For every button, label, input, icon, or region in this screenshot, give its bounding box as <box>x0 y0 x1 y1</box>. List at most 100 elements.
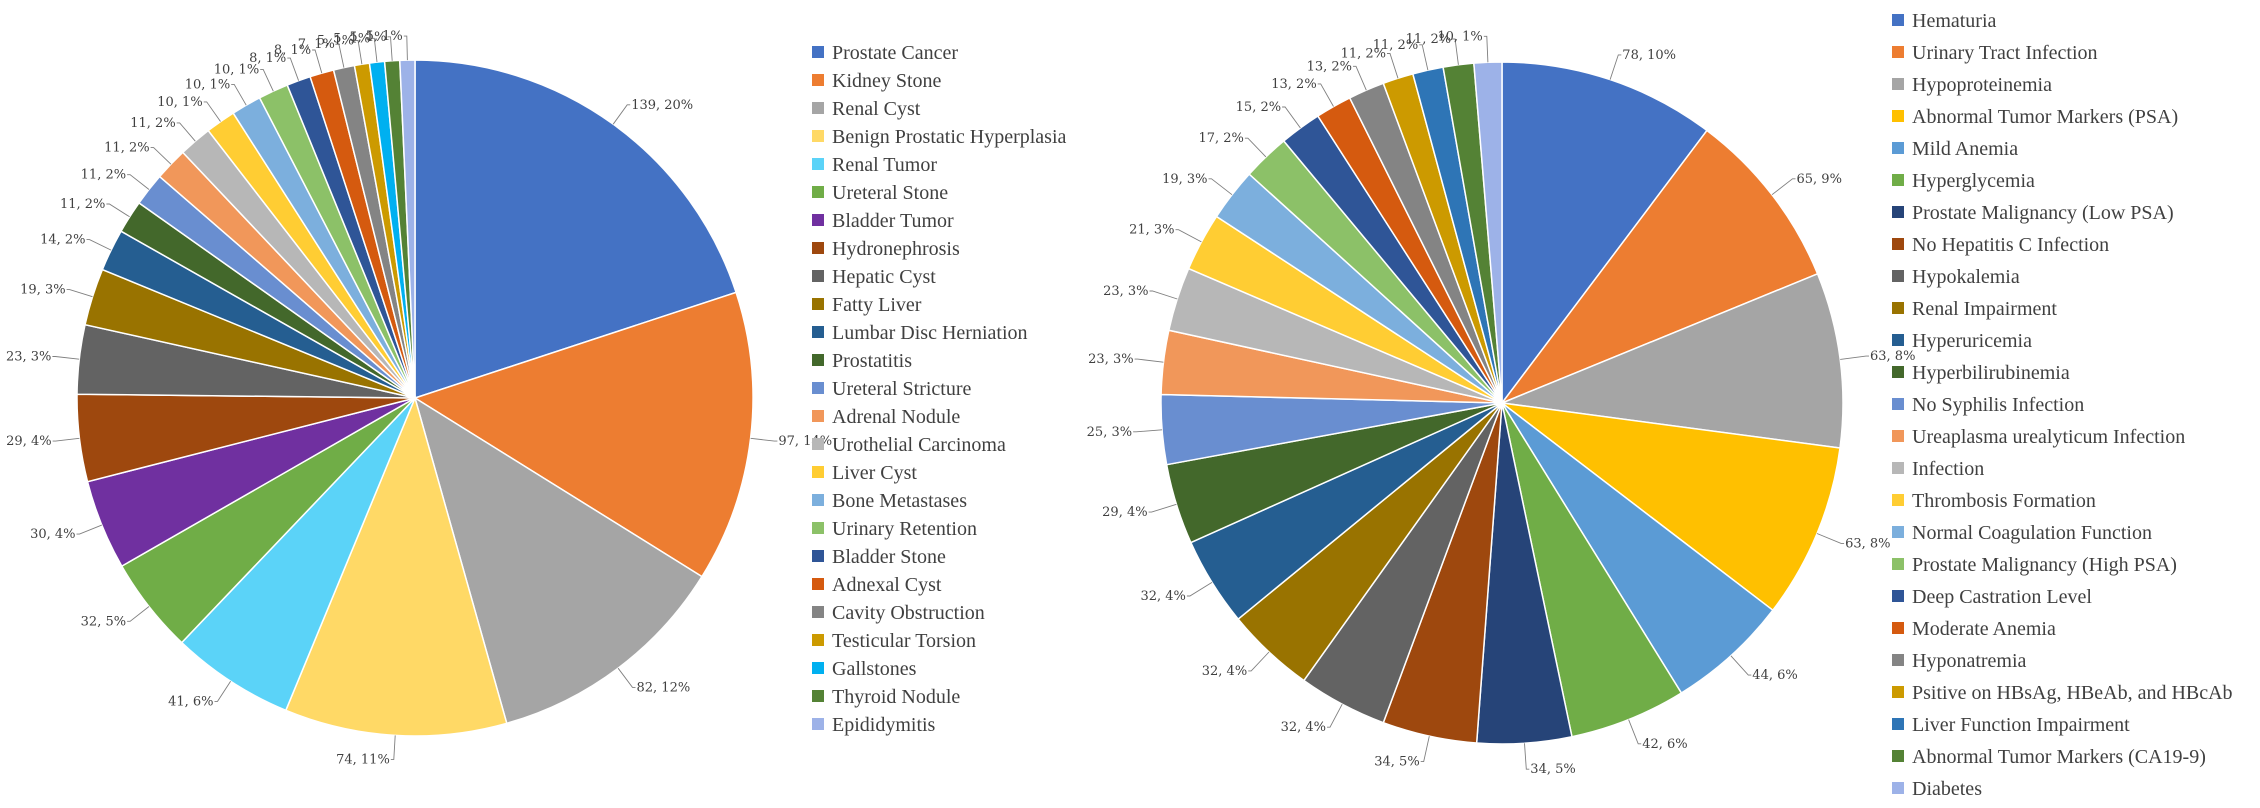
legend-swatch <box>812 74 824 86</box>
leader-line <box>1730 655 1752 676</box>
leader-line <box>1387 53 1399 79</box>
data-label: 11, 2% <box>1341 47 1386 62</box>
leader-line <box>1353 65 1367 91</box>
legend-swatch <box>812 270 824 282</box>
data-label: 63, 8% <box>1845 536 1890 551</box>
legend-label: Adrenal Nodule <box>832 406 960 428</box>
pie-slice <box>1499 129 1819 405</box>
legend-label: No Hepatitis C Infection <box>1912 234 2109 256</box>
leader-line <box>1186 582 1213 597</box>
legend-swatch <box>1892 110 1904 122</box>
data-label: 8, 1% <box>249 51 286 66</box>
legend-swatch <box>812 158 824 170</box>
legend-swatch <box>1892 494 1904 506</box>
legend-item: Ureteral Stricture <box>812 378 971 400</box>
legend-label: No Syphilis Infection <box>1912 394 2084 416</box>
legend-swatch <box>1892 558 1904 570</box>
legend-swatch <box>812 438 824 450</box>
legend-swatch <box>1892 142 1904 154</box>
legend-label: Cavity Obstruction <box>832 602 985 624</box>
legend-item: Renal Tumor <box>812 154 937 176</box>
legend-item: Psitive on HBsAg, HBeAb, and HBcAb <box>1892 682 2233 704</box>
legend-item: Prostatitis <box>812 350 912 372</box>
legend-item: Gallstones <box>812 658 917 680</box>
legend-label: Lumbar Disc Herniation <box>832 322 1028 344</box>
leader-line <box>76 524 102 535</box>
data-labels: 139, 20% 97, 14% 82, 12% 74, 11% 41, 6% 32, 5… <box>6 29 832 767</box>
legend-swatch <box>812 690 824 702</box>
legend-item: Hyperglycemia <box>1892 170 2035 192</box>
legend-label: Hypoproteinemia <box>1912 74 2052 96</box>
leader-line <box>1208 178 1233 196</box>
data-label: 5, 1% <box>349 30 386 45</box>
legend-item: Moderate Anemia <box>1892 618 2056 640</box>
legend-item: Urothelial Carcinoma <box>812 434 1006 456</box>
legend-label: Normal Coagulation Function <box>1912 522 2152 544</box>
data-label: 23, 3% <box>6 350 51 365</box>
legend-label: Moderate Anemia <box>1912 618 2056 640</box>
leader-line <box>52 437 80 442</box>
legend-swatch <box>812 522 824 534</box>
leader-line <box>1524 743 1530 770</box>
legend-swatch <box>1892 462 1904 474</box>
leader-line <box>403 35 408 61</box>
data-label: 8, 1% <box>274 43 311 58</box>
legend-swatch <box>812 662 824 674</box>
legend-item: Lumbar Disc Herniation <box>812 322 1028 344</box>
legend-label: Adnexal Cyst <box>832 574 942 596</box>
legend-label: Thrombosis Formation <box>1912 490 2096 512</box>
legend-swatch <box>812 130 824 142</box>
legend-label: Testicular Torsion <box>832 630 976 652</box>
legend-swatch <box>1892 590 1904 602</box>
legend-item: Hypokalemia <box>1892 266 2020 288</box>
leader-line <box>214 681 231 702</box>
leader-line <box>127 174 150 190</box>
legend-label: Psitive on HBsAg, HBeAb, and HBcAb <box>1912 682 2233 704</box>
legend-swatch <box>1892 622 1904 634</box>
legend-item: Abnormal Tumor Markers (CA19-9) <box>1892 746 2206 768</box>
legend-item: Liver Cyst <box>812 462 917 484</box>
legend-swatch <box>812 606 824 618</box>
legend-item: Normal Coagulation Function <box>1892 522 2152 544</box>
legend-label: Bladder Stone <box>832 546 946 568</box>
leader-line <box>176 122 196 142</box>
leader-line <box>1175 229 1202 243</box>
legend-label: Bone Metastases <box>832 490 967 512</box>
data-label: 30, 4% <box>30 527 75 542</box>
legend-item: Epididymitis <box>812 714 936 736</box>
legend-item: Liver Function Impairment <box>1892 714 2130 736</box>
legend-item: Thyroid Nodule <box>812 686 960 708</box>
data-label: 23, 3% <box>1103 284 1148 299</box>
legend-item: Ureteral Stone <box>812 182 948 204</box>
legend-swatch <box>1892 174 1904 186</box>
legend-item: Hypoproteinemia <box>1892 74 2052 96</box>
data-label: 11, 2% <box>130 116 175 131</box>
legend-label: Hypokalemia <box>1912 266 2020 288</box>
legend-swatch <box>1892 750 1904 762</box>
legend-swatch <box>1892 686 1904 698</box>
data-label: 11, 2% <box>1373 38 1418 53</box>
leader-line <box>355 40 363 65</box>
leader-line <box>1483 35 1489 63</box>
leader-line <box>150 147 172 165</box>
legend-label: Hematuria <box>1912 10 1997 32</box>
legend-item: Benign Prostatic Hyperplasia <box>812 126 1067 148</box>
legend-swatch <box>1892 238 1904 250</box>
legend-item: Diabetes <box>1892 778 1982 800</box>
legend-swatch <box>812 578 824 590</box>
leader-line <box>1420 736 1430 763</box>
legend-swatch <box>812 494 824 506</box>
legend-swatch <box>812 242 824 254</box>
legend-swatch <box>1892 398 1904 410</box>
legend-label: Benign Prostatic Hyperplasia <box>832 126 1067 148</box>
legend-label: Hyperbilirubinemia <box>1912 362 2070 384</box>
legend-item: No Syphilis Infection <box>1892 394 2084 416</box>
legend-label: Prostatitis <box>832 350 912 372</box>
legend-swatch <box>812 298 824 310</box>
legend-label: Bladder Tumor <box>832 210 954 232</box>
legend-item: Infection <box>1892 458 1984 480</box>
data-label: 32, 4% <box>1140 589 1185 604</box>
legend-item: Prostate Cancer <box>812 42 958 64</box>
data-label: 19, 3% <box>1162 172 1207 187</box>
legend-item: Cavity Obstruction <box>812 602 985 624</box>
